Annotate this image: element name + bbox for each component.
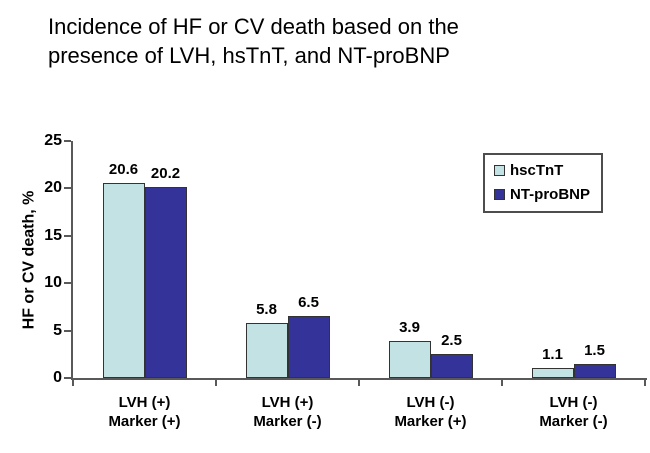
- y-axis-line: [71, 141, 73, 380]
- bar: [144, 186, 187, 378]
- bar: [531, 367, 574, 378]
- ntprobnp-swatch-icon: [494, 189, 505, 200]
- bar-value-label: 5.8: [256, 301, 277, 319]
- x-category-line: Marker (+): [394, 413, 467, 430]
- y-tick-label: 5: [53, 321, 62, 339]
- y-tick-label: 0: [53, 369, 62, 386]
- x-category-label: LVH (-) Marker (+): [361, 393, 501, 431]
- x-category-line: Marker (+): [108, 413, 181, 430]
- x-category-label: LVH (-) Marker (-): [504, 393, 644, 431]
- x-tick: [72, 378, 74, 386]
- y-tick: [64, 140, 71, 142]
- x-category-line: LVH (+): [118, 394, 171, 411]
- bar: [245, 323, 288, 378]
- bar-value-label: 20.2: [150, 164, 181, 182]
- y-tick: [64, 282, 71, 285]
- legend-item-hsctnt: hscTnT: [494, 162, 595, 179]
- y-tick: [64, 329, 71, 332]
- bar-value-label: 2.5: [441, 332, 462, 350]
- y-tick-label: 25: [44, 132, 62, 149]
- chart-title-line1: Incidence of HF or CV death based on the: [48, 14, 459, 39]
- chart-title-line2: presence of LVH, hsTnT, and NT-proBNP: [48, 43, 450, 68]
- x-category-label: LVH (+) Marker (+): [75, 393, 215, 431]
- x-category-line: Marker (-): [253, 413, 322, 430]
- x-category-line: LVH (-): [406, 394, 455, 411]
- x-category-line: Marker (-): [539, 413, 608, 430]
- legend-label-hsctnt: hscTnT: [510, 162, 564, 179]
- bar-value-label: 3.9: [399, 319, 420, 337]
- y-tick: [64, 234, 71, 237]
- legend-label-ntprobnp: NT-proBNP: [510, 186, 590, 203]
- y-tick-label: 10: [44, 274, 62, 292]
- bar: [430, 354, 473, 378]
- chart-title: Incidence of HF or CV death based on the…: [48, 12, 459, 70]
- x-tick: [501, 378, 503, 386]
- legend-item-ntprobnp: NT-proBNP: [494, 186, 595, 203]
- hsctnt-swatch-icon: [494, 165, 505, 176]
- x-category-line: LVH (+): [261, 394, 314, 411]
- x-tick: [358, 378, 360, 386]
- y-tick: [64, 377, 71, 379]
- y-axis-title: HF or CV death, %: [20, 190, 38, 330]
- bar: [573, 363, 616, 378]
- y-tick: [64, 187, 71, 190]
- bar: [102, 182, 145, 378]
- bar: [388, 341, 431, 378]
- x-category-line: LVH (-): [549, 394, 598, 411]
- x-category-label: LVH (+) Marker (-): [218, 393, 358, 431]
- x-tick: [215, 378, 217, 386]
- bar-value-label: 20.6: [108, 160, 139, 178]
- bar-value-label: 1.1: [542, 345, 563, 363]
- y-tick-label: 20: [44, 179, 62, 197]
- y-tick-label: 15: [44, 226, 62, 244]
- bar-value-label: 1.5: [584, 341, 605, 359]
- bar: [287, 316, 330, 378]
- x-tick: [644, 378, 646, 386]
- legend: hscTnT NT-proBNP: [483, 153, 603, 213]
- bar-value-label: 6.5: [298, 294, 319, 312]
